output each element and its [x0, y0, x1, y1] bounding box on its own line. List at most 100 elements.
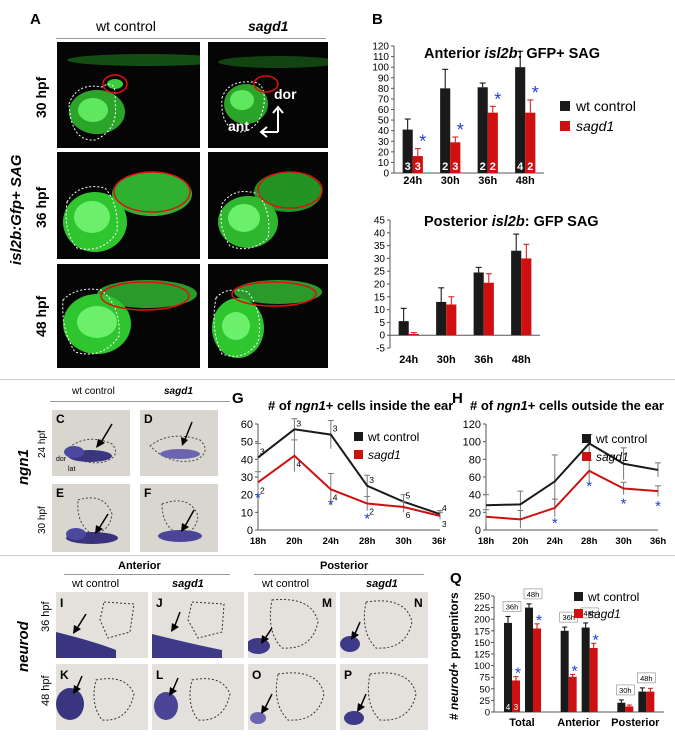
x-tick-label: 30h: [395, 536, 412, 547]
axis-lat-label: lat: [68, 466, 76, 473]
panelCF-side-label: ngn1: [15, 449, 32, 485]
time-tag: [502, 601, 522, 612]
panelIP-row-36: 36 hpf: [40, 601, 52, 632]
bar-wt: [560, 630, 569, 712]
bar-sagd1: [568, 676, 577, 712]
legend-label-wt: wt control: [595, 432, 647, 446]
bar-sagd1: [589, 647, 598, 712]
bar-wt: [511, 250, 522, 336]
n-label: 4: [442, 503, 446, 513]
y-tick-label: 50: [241, 437, 253, 449]
time-tag-label: 30h: [619, 686, 632, 695]
y-tick-label: 70: [378, 94, 390, 105]
panelB-top-title: Anterior isl2b: GFP+ SAG: [424, 46, 601, 62]
n-label: 3: [260, 447, 265, 457]
arrow-icon: [99, 423, 113, 445]
y-tick-label: 20: [378, 147, 390, 158]
time-tag-label: 36h: [562, 613, 575, 622]
n-label: 2: [527, 161, 533, 173]
series-line-sagd1: [485, 469, 659, 521]
panelCF-col-wt: wt control: [72, 386, 115, 397]
ish-E-wt-30: E: [52, 484, 130, 552]
micrograph-A-wt-48: [57, 264, 200, 368]
x-tick-label: 24h: [403, 175, 422, 187]
panelIP-row-48: 48 hpf: [40, 675, 52, 706]
panel-letter-A: A: [30, 11, 41, 28]
y-tick-label: 10: [374, 305, 386, 316]
panel-letter-C: C: [56, 412, 65, 426]
significance-star: *: [255, 489, 261, 506]
y-tick-label: 90: [378, 73, 390, 84]
legend-label-wt: wt control: [587, 590, 639, 604]
panel-letter-I: I: [60, 596, 64, 610]
y-tick-label: 150: [474, 638, 490, 649]
legend-label-wt: wt control: [575, 98, 636, 114]
n-label: 4: [333, 492, 338, 502]
y-tick-label: 200: [474, 615, 490, 626]
significance-star: *: [536, 613, 542, 630]
bar-sagd1: [525, 112, 536, 173]
panel-letter-O: O: [252, 668, 262, 682]
micrograph-A-sagd1-36: [208, 152, 328, 259]
n-label: 4: [296, 459, 301, 469]
bar-sagd1: [483, 282, 494, 336]
panelIP-group-anterior: Anterior: [118, 560, 161, 572]
y-tick-label: 80: [378, 84, 390, 95]
y-tick-label: 60: [378, 105, 390, 116]
n-label: 2: [442, 161, 448, 173]
panel-letter-Q: Q: [450, 570, 462, 587]
n-label: 4: [506, 703, 511, 712]
bar-sagd1: [646, 691, 655, 712]
bar-wt: [477, 87, 488, 173]
x-tick-label: 20h: [286, 536, 303, 547]
significance-star: *: [515, 666, 521, 683]
n-label: 3: [333, 424, 338, 434]
axis-arrows-icon: [259, 105, 284, 138]
y-tick-label: 250: [474, 592, 490, 603]
panel-letter-N: N: [414, 596, 423, 610]
series-line-wt: [257, 428, 441, 516]
micrograph-A-sagd1-30: dor ant: [208, 42, 328, 148]
y-tick-label: 40: [378, 126, 390, 137]
micrograph-A-sagd1-48: [208, 264, 328, 368]
x-tick-label: 36h: [474, 354, 493, 366]
panelA-col-sagd1: sagd1: [248, 18, 289, 34]
x-tick-label: 48h: [516, 175, 535, 187]
bar-wt: [504, 622, 512, 712]
ish-C-wt-24: C dor lat: [52, 410, 130, 476]
bar-sagd1: [521, 258, 532, 336]
y-tick-label: 120: [463, 419, 481, 431]
legend-swatch-sagd1: [560, 121, 570, 131]
ish-J: J: [152, 592, 244, 658]
x-tick-label: 36h: [478, 175, 497, 187]
legend-swatch-wt: [354, 432, 363, 441]
axis-dor-label: dor: [274, 86, 297, 102]
x-tick-label: 30h: [615, 536, 632, 547]
n-label: 3: [415, 161, 421, 173]
time-tag-label: 36h: [506, 602, 519, 611]
time-tag-label: 48h: [583, 609, 596, 618]
y-tick-label: 0: [383, 169, 389, 180]
n-label: 6: [406, 510, 411, 520]
chart-H: 0 20 40 60 80 100 120 18h 20h 24h 28h 30h 36h * * * * wt …: [463, 419, 667, 547]
significance-star: *: [457, 120, 464, 140]
bar-wt: [525, 607, 533, 712]
y-tick-label: 40: [241, 454, 253, 466]
x-tick-label: 18h: [250, 536, 267, 547]
significance-star: *: [586, 478, 592, 495]
x-group-label: Total: [509, 717, 534, 729]
x-tick-label: 36h: [650, 536, 667, 547]
panelCF-row-30: 30 hpf: [37, 506, 48, 534]
panelG-title: # of ngn1+ cells inside the ear: [268, 398, 454, 413]
panel-letter-M: M: [322, 596, 332, 610]
significance-star: *: [593, 632, 599, 649]
legend-swatch-sagd1: [354, 450, 363, 459]
panelIP-col-sagd1-ant: sagd1: [172, 578, 204, 590]
ish-L: L: [152, 664, 244, 730]
y-tick-label: 0: [379, 331, 385, 342]
panelB-bottom-title: Posterior isl2b: GFP SAG: [424, 214, 599, 230]
y-tick-label: 225: [474, 603, 490, 614]
axis-dor-label: dor: [56, 456, 67, 463]
time-tag-label: 48h: [640, 674, 653, 683]
y-tick-label: 30: [378, 137, 390, 148]
